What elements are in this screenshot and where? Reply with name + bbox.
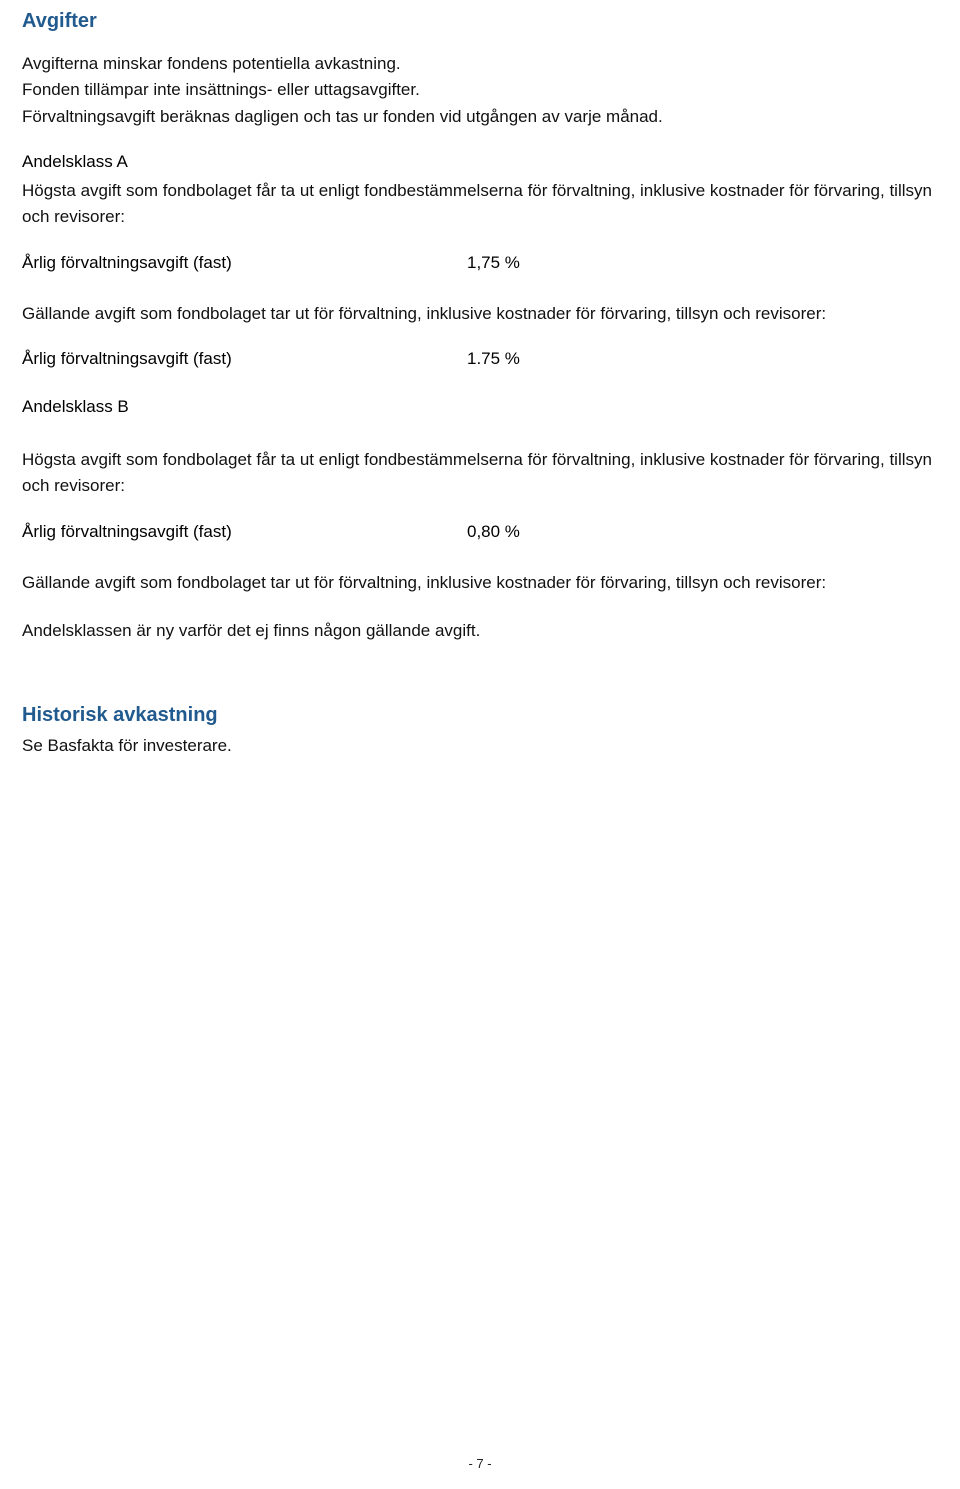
andelsklass-a-current-row: Årlig förvaltningsavgift (fast) 1.75 %	[22, 349, 940, 369]
andelsklass-a-title: Andelsklass A	[22, 152, 940, 172]
avgifter-intro-line1: Avgifterna minskar fondens potentiella a…	[22, 51, 940, 77]
andelsklass-b-max-text: Högsta avgift som fondbolaget får ta ut …	[22, 447, 940, 500]
andelsklass-b-current-text: Gällande avgift som fondbolaget tar ut f…	[22, 570, 940, 596]
andelsklass-a-current-label: Årlig förvaltningsavgift (fast)	[22, 349, 467, 369]
historisk-text: Se Basfakta för investerare.	[22, 733, 940, 759]
andelsklass-a-max-label: Årlig förvaltningsavgift (fast)	[22, 253, 467, 273]
andelsklass-b-max-value: 0,80 %	[467, 522, 587, 542]
andelsklass-a-max-text: Högsta avgift som fondbolaget får ta ut …	[22, 178, 940, 231]
avgifter-intro-line3: Förvaltningsavgift beräknas dagligen och…	[22, 104, 940, 130]
avgifter-intro-line2: Fonden tillämpar inte insättnings- eller…	[22, 77, 940, 103]
andelsklass-b-max-row: Årlig förvaltningsavgift (fast) 0,80 %	[22, 522, 940, 542]
andelsklass-b-block: Högsta avgift som fondbolaget får ta ut …	[22, 447, 940, 644]
andelsklass-a-current-text: Gällande avgift som fondbolaget tar ut f…	[22, 301, 940, 327]
page-number: - 7 -	[0, 1456, 960, 1471]
andelsklass-a-max-row: Årlig förvaltningsavgift (fast) 1,75 %	[22, 253, 940, 273]
andelsklass-b-max-label: Årlig förvaltningsavgift (fast)	[22, 522, 467, 542]
andelsklass-b-note: Andelsklassen är ny varför det ej finns …	[22, 618, 940, 644]
section-heading-avgifter: Avgifter	[22, 10, 940, 33]
andelsklass-a-current-value: 1.75 %	[467, 349, 587, 369]
andelsklass-a-block: Andelsklass A Högsta avgift som fondbola…	[22, 152, 940, 417]
andelsklass-b-title: Andelsklass B	[22, 397, 940, 417]
section-heading-historisk: Historisk avkastning	[22, 704, 940, 727]
andelsklass-a-max-value: 1,75 %	[467, 253, 587, 273]
